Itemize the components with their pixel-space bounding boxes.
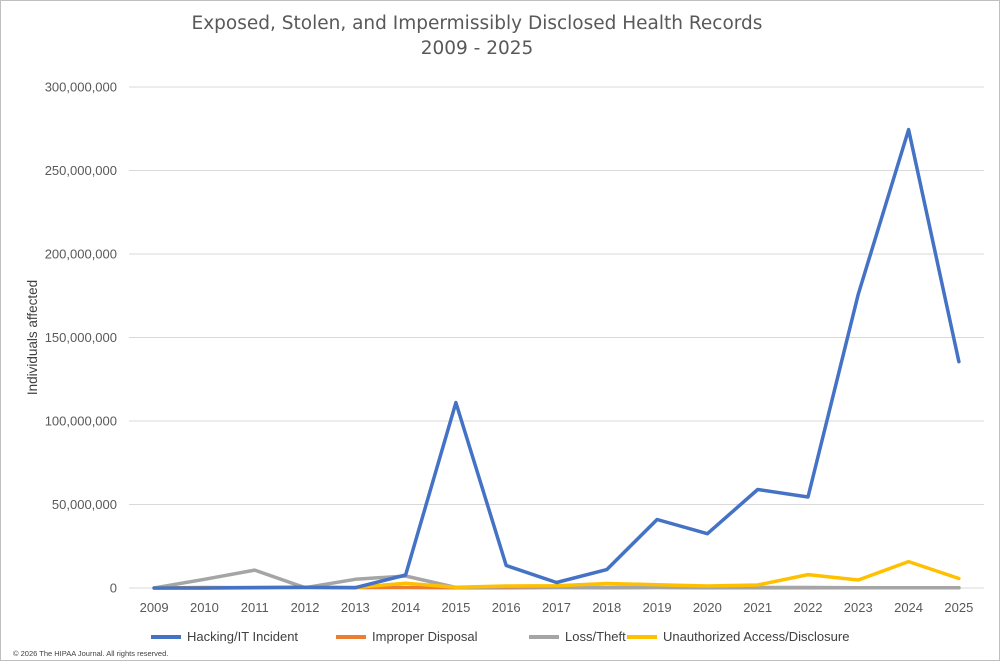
y-tick-label: 100,000,000 <box>45 414 117 429</box>
x-tick-label: 2022 <box>794 600 823 615</box>
legend-label: Loss/Theft <box>565 629 626 644</box>
x-tick-label: 2014 <box>391 600 420 615</box>
chart-title: Exposed, Stolen, and Impermissibly Discl… <box>191 13 763 34</box>
legend-item: Unauthorized Access/Disclosure <box>627 629 849 644</box>
legend-swatch <box>627 634 657 639</box>
chart-title-block: Exposed, Stolen, and Impermissibly Discl… <box>1 11 953 61</box>
y-tick-label: 300,000,000 <box>45 80 117 95</box>
copyright-notice: © 2026 The HIPAA Journal. All rights res… <box>13 649 169 658</box>
x-tick-label: 2018 <box>592 600 621 615</box>
y-tick-label: 0 <box>110 581 117 596</box>
x-tick-label: 2016 <box>492 600 521 615</box>
y-tick-label: 150,000,000 <box>45 330 117 345</box>
x-tick-label: 2024 <box>894 600 923 615</box>
legend-label: Improper Disposal <box>372 629 478 644</box>
x-tick-label: 2021 <box>743 600 772 615</box>
x-tick-label: 2023 <box>844 600 873 615</box>
legend-swatch <box>151 634 181 639</box>
x-tick-label: 2013 <box>341 600 370 615</box>
y-tick-label: 50,000,000 <box>52 497 117 512</box>
legend-label: Hacking/IT Incident <box>187 629 299 644</box>
legend-item: Hacking/IT Incident <box>151 629 298 644</box>
chart-legend: Hacking/IT Incident Improper Disposal Loss… <box>151 629 911 647</box>
legend-item: Loss/Theft <box>529 629 626 644</box>
y-axis-label: Individuals affected <box>25 280 40 395</box>
x-tick-label: 2019 <box>643 600 672 615</box>
x-tick-label: 2010 <box>190 600 219 615</box>
x-tick-label: 2009 <box>140 600 169 615</box>
x-tick-label: 2012 <box>291 600 320 615</box>
chart-subtitle: 2009 - 2025 <box>420 38 534 59</box>
series-line-hacking-it-incident <box>152 127 961 590</box>
x-tick-label: 2020 <box>693 600 722 615</box>
x-tick-label: 2017 <box>542 600 571 615</box>
x-tick-label: 2011 <box>241 600 269 615</box>
legend-item: Improper Disposal <box>336 629 478 644</box>
y-tick-label: 250,000,000 <box>45 163 117 178</box>
y-tick-label: 200,000,000 <box>45 247 117 262</box>
legend-label: Unauthorized Access/Disclosure <box>663 629 850 644</box>
x-tick-label: 2015 <box>441 600 470 615</box>
x-tick-label: 2025 <box>944 600 973 615</box>
legend-swatch <box>529 634 559 639</box>
legend-swatch <box>336 634 366 639</box>
